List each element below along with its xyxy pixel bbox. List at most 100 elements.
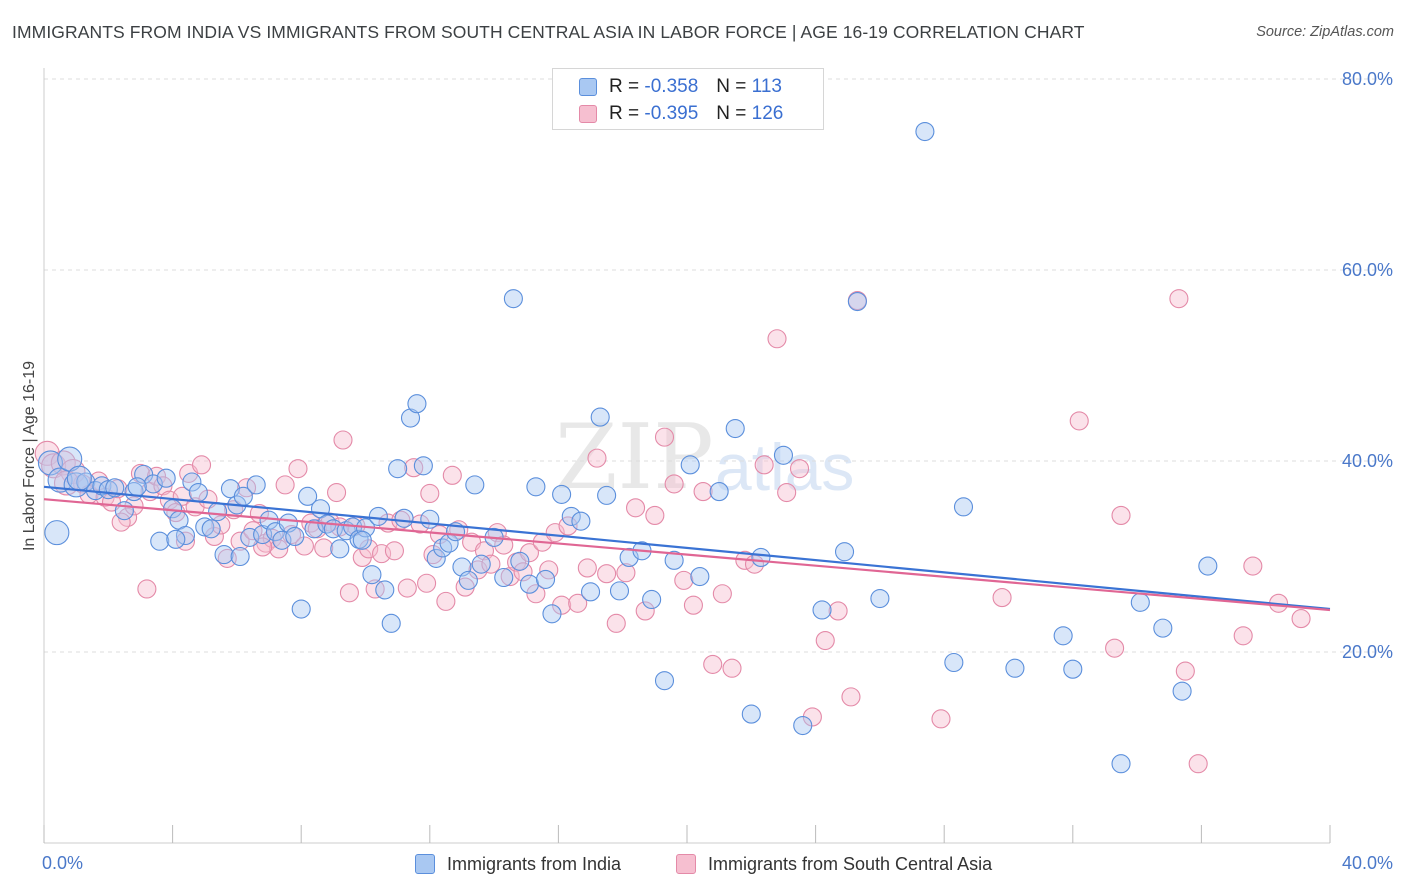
bottom-legend-sca: Immigrants from South Central Asia <box>676 852 992 876</box>
data-point-india <box>458 570 478 590</box>
data-point-sca <box>230 531 250 551</box>
legend-r-value: -0.395 <box>644 103 699 124</box>
data-point-sca <box>587 448 607 468</box>
data-point-sca <box>828 601 848 621</box>
bottom-legend-swatch-india <box>415 854 435 874</box>
legend-swatch-india <box>579 78 597 96</box>
data-point-india <box>246 475 266 495</box>
data-point-india <box>166 529 186 549</box>
chart-title: IMMIGRANTS FROM INDIA VS IMMIGRANTS FROM… <box>12 22 1085 42</box>
data-point-india <box>915 121 935 142</box>
legend-n-label: N = <box>716 76 747 97</box>
data-point-india <box>535 569 556 589</box>
data-point-sca <box>191 455 212 475</box>
data-point-sca <box>577 558 597 578</box>
data-point-india <box>597 485 617 505</box>
data-point-sca <box>275 475 295 495</box>
data-point-india <box>47 467 73 493</box>
correlation-legend: R = -0.358 N = 113 R = -0.395 N = 126 <box>552 68 824 130</box>
data-point-india <box>944 652 964 673</box>
gridlines <box>44 78 1390 653</box>
axes <box>43 68 1331 844</box>
data-point-sca <box>423 545 443 565</box>
data-point-sca <box>754 455 774 475</box>
data-point-sca <box>789 459 810 479</box>
data-point-sca <box>41 453 67 479</box>
data-point-india <box>1153 618 1173 638</box>
data-point-sca <box>606 613 626 633</box>
data-point-sca <box>616 563 636 583</box>
data-point-india <box>298 486 318 506</box>
data-point-sca <box>442 465 462 485</box>
data-point-india <box>741 704 761 724</box>
data-point-sca <box>597 564 617 584</box>
legend-n-value: 126 <box>751 103 784 124</box>
data-point-india <box>285 526 305 546</box>
data-point-sca <box>1105 638 1125 658</box>
data-point-sca <box>288 459 308 479</box>
y-tick-label: 80.0% <box>1342 69 1393 89</box>
data-point-india <box>114 501 134 521</box>
data-point-india <box>330 539 350 559</box>
data-point-india <box>654 671 675 691</box>
data-point-india <box>134 464 154 484</box>
data-point-india <box>642 589 662 610</box>
bottom-legend-label: Immigrants from India <box>447 853 622 874</box>
data-point-sca <box>722 658 742 678</box>
bottom-legend-label: Immigrants from South Central Asia <box>708 853 993 874</box>
data-point-india <box>352 530 372 550</box>
data-point-india <box>426 548 446 568</box>
data-point-india <box>407 394 427 414</box>
data-point-sca <box>333 430 353 450</box>
data-point-sca <box>645 505 665 525</box>
data-point-india <box>552 484 572 504</box>
data-point-india <box>1172 681 1192 701</box>
data-point-sca <box>712 584 732 604</box>
data-point-india <box>291 599 311 619</box>
y-tick-label: 60.0% <box>1342 260 1393 280</box>
data-point-sca <box>626 498 646 518</box>
data-point-india <box>230 546 250 567</box>
data-point-sca <box>1169 289 1189 309</box>
data-point-sca <box>282 524 302 545</box>
data-point-india <box>214 545 234 565</box>
data-point-india <box>1005 658 1025 678</box>
data-point-sca <box>1175 661 1195 681</box>
data-point-sca <box>153 476 173 496</box>
trend-line-india <box>43 485 1331 611</box>
data-point-india <box>834 542 855 562</box>
data-point-india <box>571 511 591 531</box>
data-point-sca <box>420 483 440 504</box>
data-point-sca <box>175 531 196 551</box>
data-point-india <box>188 482 208 503</box>
trend-lines <box>43 485 1331 612</box>
data-point-sca <box>417 573 437 593</box>
data-point-sca <box>635 601 655 621</box>
data-point-india <box>465 475 485 495</box>
data-point-india <box>375 580 395 600</box>
data-point-sca <box>674 570 694 590</box>
data-point-india <box>471 554 491 574</box>
data-point-india <box>751 547 771 568</box>
legend-row-sca: R = -0.395 N = 126 <box>579 103 783 125</box>
data-point-india <box>526 477 546 497</box>
data-point-india <box>590 407 610 427</box>
series-south-central-asia <box>34 289 1311 774</box>
legend-r-value: -0.358 <box>644 76 699 97</box>
data-point-sca <box>468 560 488 580</box>
data-point-india <box>381 613 401 633</box>
data-point-sca <box>841 687 861 707</box>
data-point-india <box>1053 626 1073 646</box>
data-point-india <box>953 497 974 517</box>
data-point-india <box>1111 754 1131 774</box>
data-point-india <box>1198 556 1218 576</box>
data-point-sca <box>1188 754 1208 774</box>
data-point-india <box>542 604 562 624</box>
legend-row-india: R = -0.358 N = 113 <box>579 76 782 98</box>
data-point-sca <box>481 554 501 574</box>
data-point-india <box>175 525 196 546</box>
x-tick-label: 40.0% <box>1342 853 1393 873</box>
data-point-sca <box>815 630 835 651</box>
data-point-sca <box>683 595 703 615</box>
data-point-sca <box>111 512 131 532</box>
